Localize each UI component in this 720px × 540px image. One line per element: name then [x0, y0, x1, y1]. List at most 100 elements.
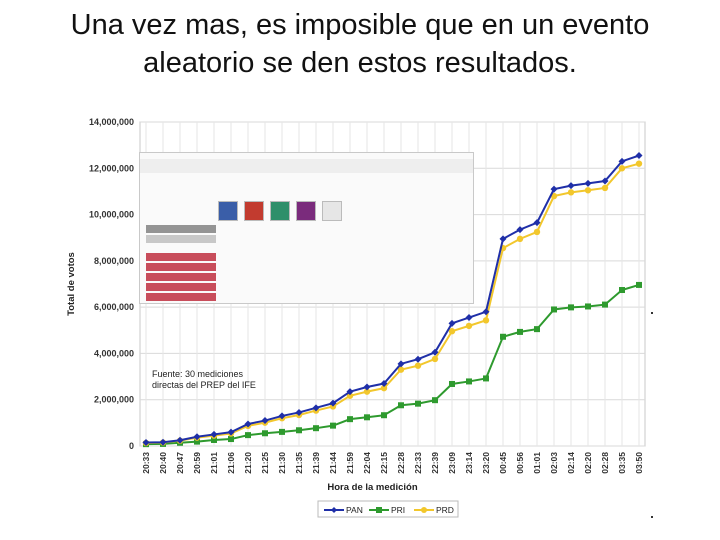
- data-point-pri: [415, 400, 421, 407]
- data-point-pan: [244, 420, 252, 428]
- x-tick-label: 02:28: [600, 452, 610, 474]
- data-point-pan: [193, 433, 201, 441]
- data-point-pan: [329, 399, 337, 407]
- data-point-prd: [584, 187, 592, 194]
- data-point-prd: [516, 235, 524, 243]
- x-tick-label: 20:33: [141, 452, 151, 474]
- data-point-pan: [363, 383, 371, 391]
- x-tick-label: 21:35: [294, 452, 304, 474]
- x-tick-label: 22:33: [413, 452, 423, 474]
- x-tick-label: 00:56: [515, 452, 525, 474]
- x-tick-label: 22:28: [396, 452, 406, 474]
- y-tick-label: 14,000,000: [89, 117, 134, 127]
- table-row-band: [146, 283, 216, 291]
- data-point-pan: [448, 319, 456, 327]
- source-note: Fuente: 30 mediciones directas del PREP …: [152, 369, 256, 391]
- data-point-pri: [194, 438, 200, 445]
- x-tick-label: 21:25: [260, 452, 270, 474]
- slide-title-line-2: aleatorio se den estos resultados.: [143, 47, 577, 79]
- data-point-pri: [466, 378, 472, 385]
- data-point-pri: [330, 422, 336, 429]
- party-logo-icon: [270, 201, 290, 221]
- x-tick-label: 20:40: [158, 452, 168, 474]
- x-tick-label: 01:01: [532, 452, 542, 474]
- data-point-pan: [295, 408, 303, 416]
- data-point-pan: [533, 219, 541, 227]
- data-point-pan: [431, 348, 439, 356]
- slide-title: Una vez mas, es imposible que en un even…: [0, 6, 720, 82]
- data-point-pri: [568, 304, 574, 311]
- data-point-pri: [245, 432, 251, 439]
- data-point-prd: [635, 160, 643, 167]
- x-tick-label: 22:39: [430, 452, 440, 474]
- stray-dot: [651, 312, 653, 314]
- data-point-prd: [465, 322, 473, 330]
- table-row-band: [146, 235, 216, 243]
- data-point-pri: [262, 430, 268, 437]
- data-point-pri: [585, 303, 591, 310]
- data-point-pan: [584, 179, 592, 187]
- data-point-prd: [414, 362, 422, 369]
- party-logo-icon: [296, 201, 316, 221]
- data-point-pri: [619, 287, 625, 294]
- data-point-pri: [347, 416, 353, 423]
- x-tick-label: 20:47: [175, 452, 185, 474]
- table-row-band: [146, 293, 216, 301]
- party-logo-icon: [322, 201, 342, 221]
- source-note-line-1: Fuente: 30 mediciones: [152, 369, 244, 379]
- x-tick-label: 21:30: [277, 452, 287, 474]
- x-tick-label: 02:20: [583, 452, 593, 474]
- stray-dot: [651, 516, 653, 518]
- x-tick-label: 03:50: [634, 452, 644, 474]
- x-tick-label: 21:01: [209, 452, 219, 474]
- x-tick-label: 23:14: [464, 452, 474, 474]
- table-row-band: [146, 263, 216, 271]
- x-tick-label: 23:20: [481, 452, 491, 474]
- data-point-pri: [551, 306, 557, 313]
- x-tick-label: 03:35: [617, 452, 627, 474]
- table-row-band: [146, 225, 216, 233]
- data-point-pri: [602, 301, 608, 308]
- x-tick-label: 21:20: [243, 452, 253, 474]
- data-point-pri: [313, 425, 319, 432]
- data-point-prd: [448, 328, 456, 335]
- data-point-pri: [364, 414, 370, 421]
- data-point-pri: [211, 436, 217, 443]
- data-point-prd: [533, 228, 541, 236]
- legend-marker-prd: [421, 507, 427, 513]
- data-point-pan: [312, 404, 320, 412]
- y-tick-label: 10,000,000: [89, 210, 134, 220]
- legend-label-pri: PRI: [391, 505, 405, 515]
- x-tick-label: 02:14: [566, 452, 576, 474]
- data-point-pan: [414, 355, 422, 363]
- data-point-pan: [380, 380, 388, 388]
- data-point-pri: [636, 281, 642, 288]
- data-point-prd: [618, 165, 626, 172]
- legend-marker-pri: [376, 507, 382, 513]
- x-tick-label: 21:44: [328, 452, 338, 474]
- data-point-prd: [397, 366, 405, 373]
- table-row-band: [146, 273, 216, 281]
- data-point-prd: [601, 184, 609, 192]
- x-tick-label: 00:45: [498, 452, 508, 474]
- data-point-prd: [567, 189, 575, 196]
- data-point-pan: [210, 430, 218, 438]
- data-point-prd: [482, 317, 490, 324]
- y-tick-label: 8,000,000: [94, 256, 134, 266]
- party-logos: [218, 201, 342, 221]
- data-point-pri: [517, 328, 523, 335]
- data-point-pan: [227, 428, 235, 436]
- y-tick-label: 0: [129, 441, 134, 451]
- data-point-pan: [397, 360, 405, 368]
- data-point-pan: [465, 314, 473, 322]
- data-point-prd: [380, 384, 388, 392]
- x-tick-label: 02:03: [549, 452, 559, 474]
- slide-title-line-1: Una vez mas, es imposible que en un even…: [70, 9, 650, 41]
- data-point-pan: [601, 177, 609, 185]
- data-point-pri: [449, 380, 455, 387]
- data-point-pan: [550, 185, 558, 193]
- data-point-pri: [279, 428, 285, 435]
- data-point-prd: [431, 355, 439, 363]
- data-point-pri: [381, 412, 387, 419]
- embedded-results-table-image: [139, 152, 474, 304]
